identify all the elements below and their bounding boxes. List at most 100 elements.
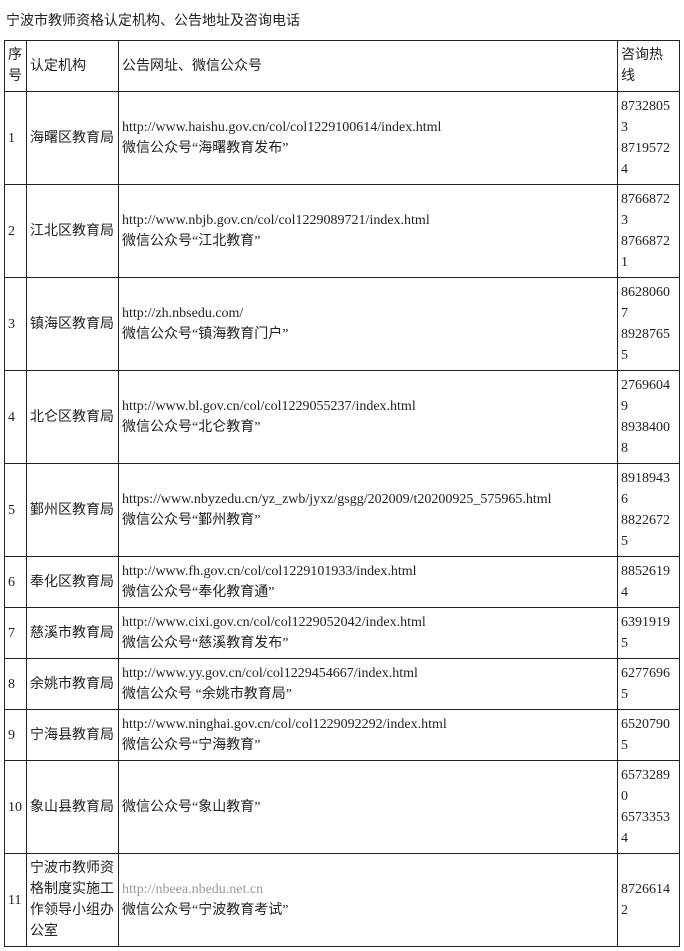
cell-url: http://www.bl.gov.cn/col/col1229055237/i… <box>119 371 618 464</box>
cell-institution: 江北区教育局 <box>27 185 119 278</box>
url-line: http://nbeea.nbedu.net.cn <box>122 879 614 900</box>
table-row: 8余姚市教育局http://www.yy.gov.cn/col/col12294… <box>5 659 680 710</box>
col-seq: 序号 <box>5 41 27 92</box>
wechat-line: 微信公众号“慈溪教育发布” <box>122 633 614 654</box>
cell-url: http://zh.nbsedu.com/微信公众号“镇海教育门户” <box>119 278 618 371</box>
wechat-line: 微信公众号“象山教育” <box>122 797 614 818</box>
cell-seq: 2 <box>5 185 27 278</box>
cell-url: https://www.nbyzedu.cn/yz_zwb/jyxz/gsgg/… <box>119 464 618 557</box>
cell-institution: 宁海县教育局 <box>27 710 119 761</box>
cell-seq: 8 <box>5 659 27 710</box>
wechat-line: 微信公众号 “余姚市教育局” <box>122 684 614 705</box>
url-line: http://www.haishu.gov.cn/col/col12291006… <box>122 117 614 138</box>
phone-number: 65207905 <box>621 714 676 756</box>
table-row: 4北仑区教育局http://www.bl.gov.cn/col/col12290… <box>5 371 680 464</box>
cell-phone: 62776965 <box>618 659 680 710</box>
cell-url: http://www.fh.gov.cn/col/col1229101933/i… <box>119 557 618 608</box>
col-phone: 咨询热线 <box>618 41 680 92</box>
phone-number: 65733534 <box>621 807 676 849</box>
table-header-row: 序号 认定机构 公告网址、微信公众号 咨询热线 <box>5 41 680 92</box>
table-row: 6奉化区教育局http://www.fh.gov.cn/col/col12291… <box>5 557 680 608</box>
table-row: 11宁波市教师资格制度实施工作领导小组办公室http://nbeea.nbedu… <box>5 854 680 947</box>
cell-institution: 宁波市教师资格制度实施工作领导小组办公室 <box>27 854 119 947</box>
wechat-line: 微信公众号“北仑教育” <box>122 417 614 438</box>
page-title: 宁波市教师资格认定机构、公告地址及咨询电话 <box>6 10 680 30</box>
table-row: 1海曙区教育局http://www.haishu.gov.cn/col/col1… <box>5 92 680 185</box>
cell-seq: 3 <box>5 278 27 371</box>
url-line: http://www.fh.gov.cn/col/col1229101933/i… <box>122 561 614 582</box>
cell-phone: 8918943688226725 <box>618 464 680 557</box>
table-row: 3镇海区教育局http://zh.nbsedu.com/微信公众号“镇海教育门户… <box>5 278 680 371</box>
phone-number: 89287655 <box>621 324 676 366</box>
institutions-table: 序号 认定机构 公告网址、微信公众号 咨询热线 1海曙区教育局http://ww… <box>4 40 680 947</box>
phone-number: 63919195 <box>621 612 676 654</box>
cell-phone: 65207905 <box>618 710 680 761</box>
url-line: https://www.nbyzedu.cn/yz_zwb/jyxz/gsgg/… <box>122 489 614 510</box>
col-url: 公告网址、微信公众号 <box>119 41 618 92</box>
wechat-line: 微信公众号“海曙教育发布” <box>122 138 614 159</box>
cell-phone: 8628060789287655 <box>618 278 680 371</box>
cell-seq: 6 <box>5 557 27 608</box>
phone-number: 27696049 <box>621 375 676 417</box>
phone-number: 88526194 <box>621 561 676 603</box>
url-line: http://www.ninghai.gov.cn/col/col1229092… <box>122 714 614 735</box>
cell-url: http://www.cixi.gov.cn/col/col1229052042… <box>119 608 618 659</box>
phone-number: 87668723 <box>621 189 676 231</box>
url-line: http://zh.nbsedu.com/ <box>122 303 614 324</box>
col-institution: 认定机构 <box>27 41 119 92</box>
phone-number: 87668721 <box>621 231 676 273</box>
wechat-line: 微信公众号“宁海教育” <box>122 735 614 756</box>
cell-institution: 慈溪市教育局 <box>27 608 119 659</box>
cell-institution: 北仑区教育局 <box>27 371 119 464</box>
phone-number: 62776965 <box>621 663 676 705</box>
cell-phone: 63919195 <box>618 608 680 659</box>
cell-institution: 奉化区教育局 <box>27 557 119 608</box>
table-row: 10象山县教育局微信公众号“象山教育”6573289065733534 <box>5 761 680 854</box>
cell-institution: 余姚市教育局 <box>27 659 119 710</box>
cell-seq: 7 <box>5 608 27 659</box>
wechat-line: 微信公众号“鄞州教育” <box>122 510 614 531</box>
cell-institution: 象山县教育局 <box>27 761 119 854</box>
cell-url: http://www.nbjb.gov.cn/col/col1229089721… <box>119 185 618 278</box>
phone-number: 65732890 <box>621 765 676 807</box>
cell-seq: 4 <box>5 371 27 464</box>
url-line: http://www.bl.gov.cn/col/col1229055237/i… <box>122 396 614 417</box>
cell-seq: 11 <box>5 854 27 947</box>
url-line: http://www.cixi.gov.cn/col/col1229052042… <box>122 612 614 633</box>
cell-institution: 海曙区教育局 <box>27 92 119 185</box>
cell-phone: 8766872387668721 <box>618 185 680 278</box>
phone-number: 87328053 <box>621 96 676 138</box>
phone-number: 89189436 <box>621 468 676 510</box>
url-line: http://www.nbjb.gov.cn/col/col1229089721… <box>122 210 614 231</box>
phone-number: 88226725 <box>621 510 676 552</box>
cell-institution: 鄞州区教育局 <box>27 464 119 557</box>
cell-url: 微信公众号“象山教育” <box>119 761 618 854</box>
cell-institution: 镇海区教育局 <box>27 278 119 371</box>
wechat-line: 微信公众号“镇海教育门户” <box>122 324 614 345</box>
cell-seq: 1 <box>5 92 27 185</box>
cell-url: http://www.haishu.gov.cn/col/col12291006… <box>119 92 618 185</box>
cell-seq: 5 <box>5 464 27 557</box>
cell-phone: 6573289065733534 <box>618 761 680 854</box>
wechat-line: 微信公众号“奉化教育通” <box>122 582 614 603</box>
cell-phone: 87266142 <box>618 854 680 947</box>
cell-phone: 2769604989384008 <box>618 371 680 464</box>
cell-seq: 10 <box>5 761 27 854</box>
table-row: 9宁海县教育局http://www.ninghai.gov.cn/col/col… <box>5 710 680 761</box>
phone-number: 86280607 <box>621 282 676 324</box>
cell-phone: 88526194 <box>618 557 680 608</box>
cell-phone: 8732805387195724 <box>618 92 680 185</box>
phone-number: 89384008 <box>621 417 676 459</box>
cell-url: http://www.yy.gov.cn/col/col1229454667/i… <box>119 659 618 710</box>
wechat-line: 微信公众号“宁波教育考试” <box>122 900 614 921</box>
table-row: 7慈溪市教育局http://www.cixi.gov.cn/col/col122… <box>5 608 680 659</box>
table-row: 5鄞州区教育局https://www.nbyzedu.cn/yz_zwb/jyx… <box>5 464 680 557</box>
cell-seq: 9 <box>5 710 27 761</box>
phone-number: 87195724 <box>621 138 676 180</box>
cell-url: http://www.ninghai.gov.cn/col/col1229092… <box>119 710 618 761</box>
table-row: 2江北区教育局http://www.nbjb.gov.cn/col/col122… <box>5 185 680 278</box>
phone-number: 87266142 <box>621 879 676 921</box>
wechat-line: 微信公众号“江北教育” <box>122 231 614 252</box>
cell-url: http://nbeea.nbedu.net.cn微信公众号“宁波教育考试” <box>119 854 618 947</box>
url-line: http://www.yy.gov.cn/col/col1229454667/i… <box>122 663 614 684</box>
